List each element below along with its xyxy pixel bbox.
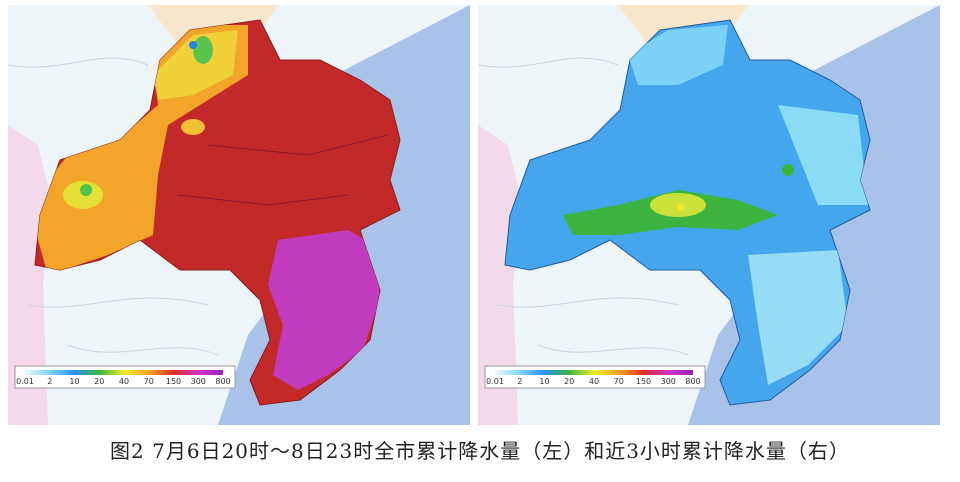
legend-label: 2	[47, 377, 52, 386]
legend: 0.01 2 10 20 40 70 150 300 800	[16, 370, 231, 386]
caption: 图2 7月6日20时～8日23时全市累计降水量（左）和近3小时累计降水量（右）	[110, 439, 850, 463]
legend-label: 0.01	[486, 377, 504, 386]
legend-label: 150	[166, 377, 181, 386]
legend-label: 800	[215, 377, 230, 386]
legend: 0.01 2 10 20 40 70 150 300 800	[486, 370, 701, 386]
legend-label: 800	[685, 377, 700, 386]
legend-label: 40	[119, 377, 129, 386]
legend-label: 300	[661, 377, 676, 386]
legend-label: 300	[191, 377, 206, 386]
legend-label: 0.01	[16, 377, 34, 386]
legend-label: 70	[614, 377, 624, 386]
right-map: 0.01 2 10 20 40 70 150 300 800	[478, 5, 940, 425]
legend-label: 40	[589, 377, 599, 386]
legend-label: 20	[564, 377, 574, 386]
legend-label: 150	[636, 377, 651, 386]
legend-label: 70	[144, 377, 154, 386]
legend-label: 2	[517, 377, 522, 386]
legend-label: 10	[539, 377, 549, 386]
legend-bar	[495, 370, 693, 375]
legend-label: 20	[94, 377, 104, 386]
left-map: 0.01 2 10 20 40 70 150 300 800	[8, 5, 470, 425]
legend-label: 10	[69, 377, 79, 386]
legend-bar	[25, 370, 223, 375]
